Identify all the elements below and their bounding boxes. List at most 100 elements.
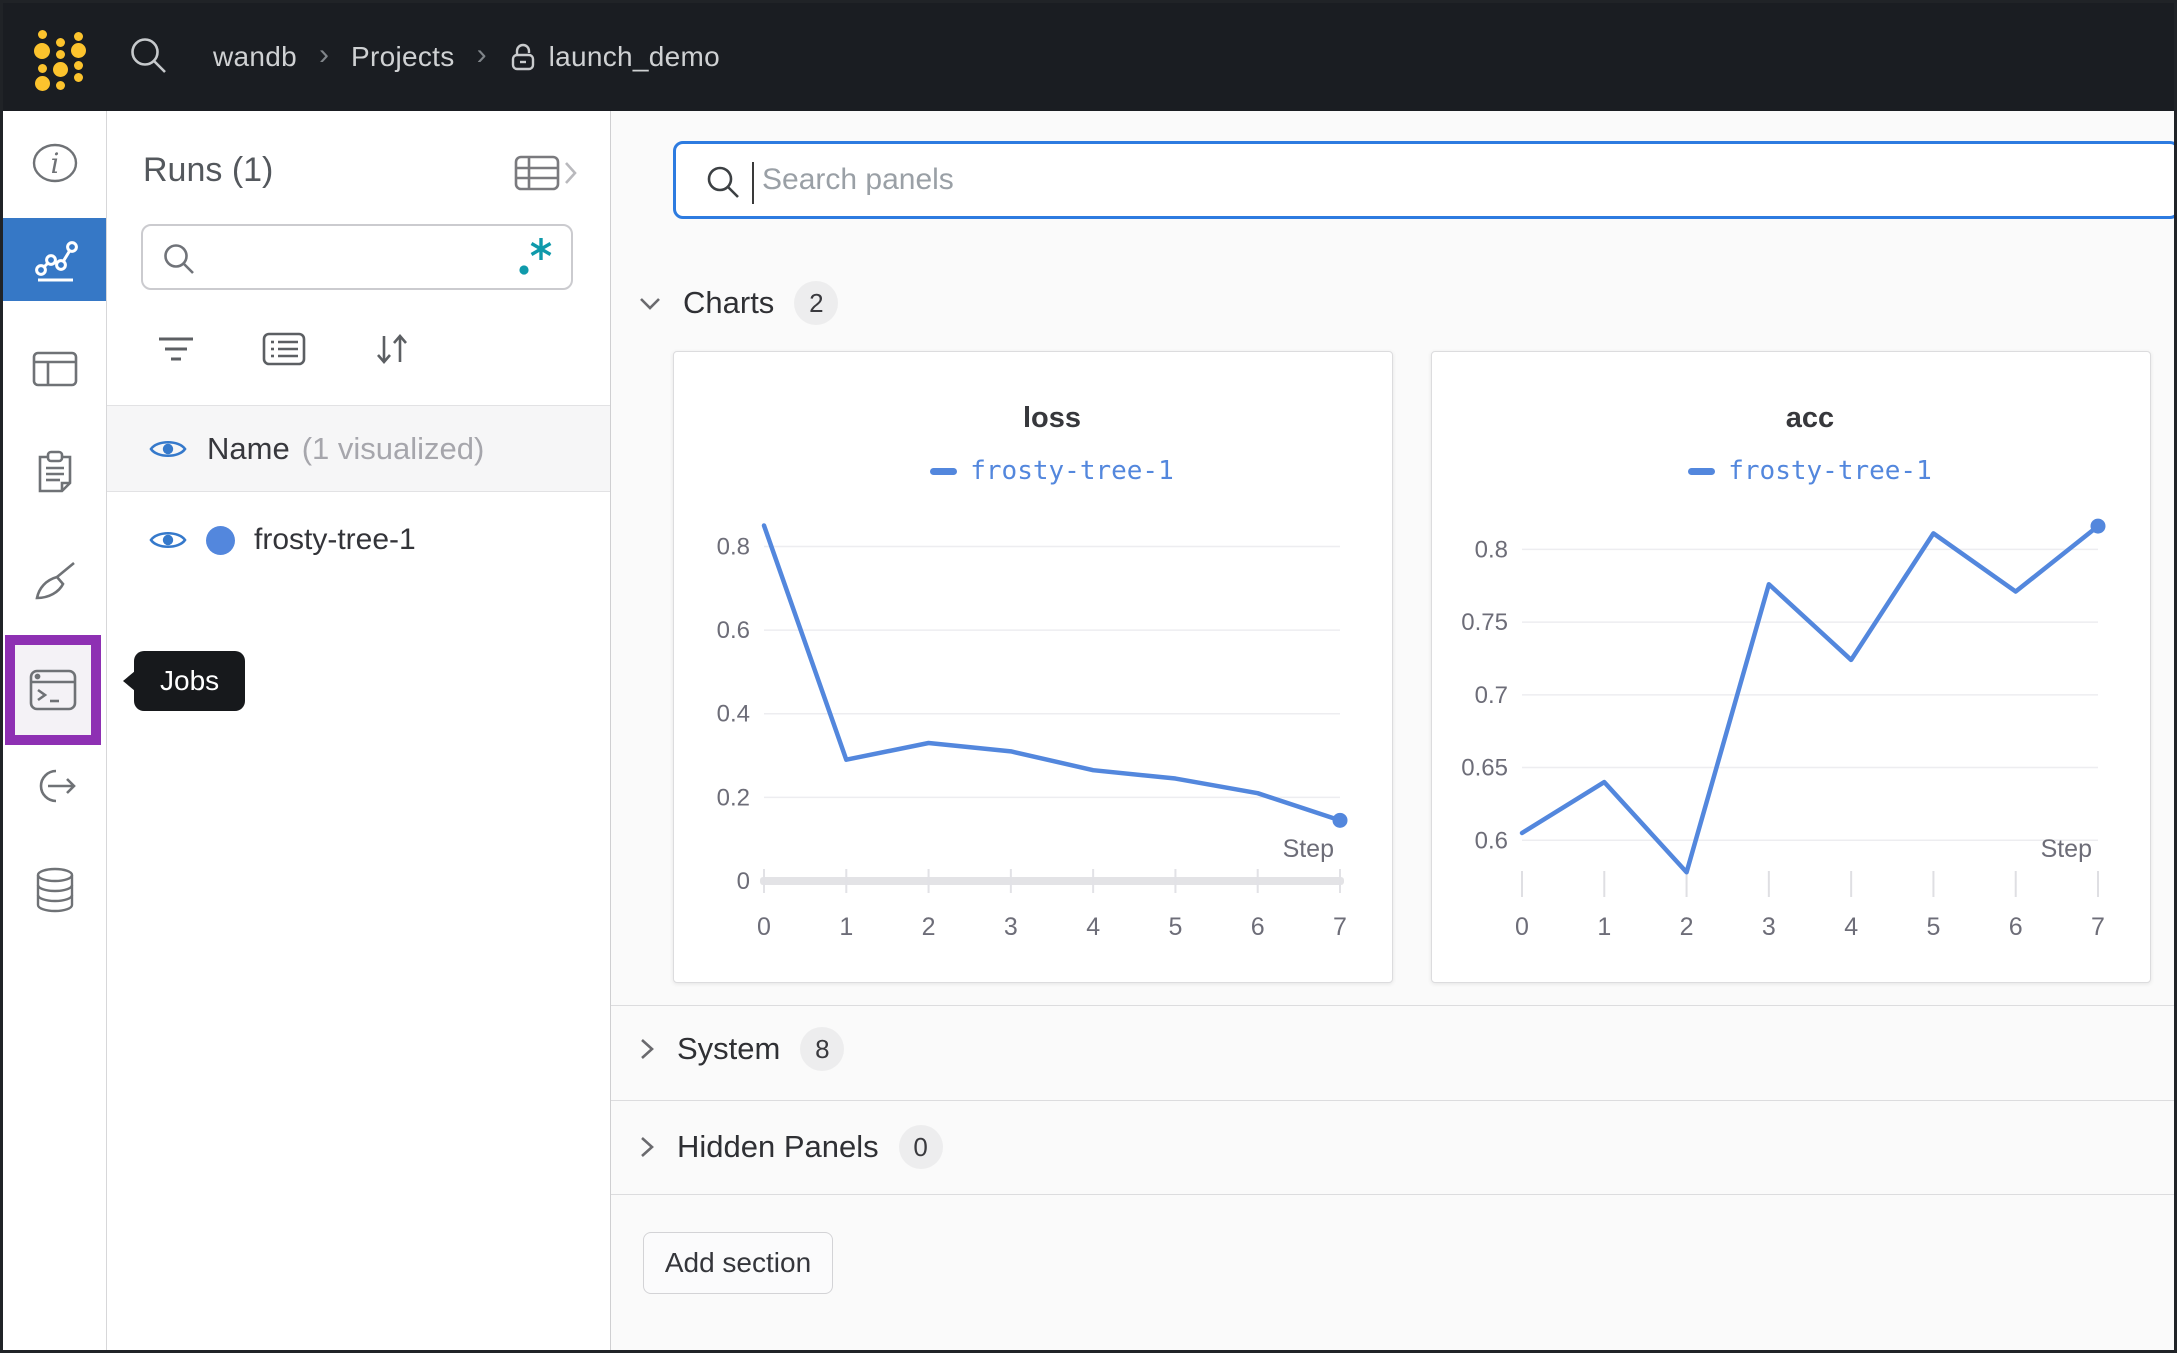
visualized-note: (1 visualized) [301,430,485,466]
runs-search-box [141,224,573,290]
legend-run-name: frosty-tree-1 [1728,456,1932,486]
svg-text:0.2: 0.2 [717,784,750,811]
chevron-down-icon[interactable] [637,294,663,312]
broom-icon [34,561,75,600]
sidebar-item-overview[interactable]: i [3,122,106,204]
add-section-button[interactable]: Add section [643,1232,833,1294]
section-label: Charts [683,285,775,320]
svg-text:0.4: 0.4 [717,701,750,728]
text-cursor [752,162,754,204]
section-header-charts[interactable]: Charts 2 [637,281,839,325]
regex-toggle-button[interactable] [513,234,557,282]
svg-text:0: 0 [1515,913,1529,941]
svg-text:Step: Step [2041,835,2092,863]
open-runs-table-button[interactable] [514,155,580,191]
search-icon [707,166,739,198]
sidebar-item-artifacts[interactable] [3,849,106,931]
breadcrumb-entity[interactable]: wandb [213,41,298,72]
divider [107,405,610,406]
chart-plot: 0 0.2 0.4 0.6 0.8 0 1 2 3 4 5 6 7 Step [717,523,1348,941]
chevron-right-icon[interactable] [637,1134,657,1160]
nav-rail: i [3,111,246,1350]
svg-text:Step: Step [1283,835,1334,863]
svg-text:3: 3 [1762,913,1776,941]
sidebar-item-tables[interactable] [3,328,106,410]
svg-text:1: 1 [1597,913,1611,941]
visualized-label: Name [207,430,290,466]
svg-text:0.6: 0.6 [717,617,750,644]
visualized-header-row: Name (1 visualized) [107,406,610,492]
section-header-hidden-panels[interactable]: Hidden Panels 0 [637,1125,943,1169]
svg-text:0: 0 [757,913,771,941]
terminal-icon [29,669,77,711]
run-color-dot [206,525,235,555]
svg-text:6: 6 [2009,913,2023,941]
section-count-badge: 2 [794,281,839,325]
eye-icon [149,531,187,549]
svg-text:0.8: 0.8 [1475,536,1508,563]
sidebar-item-reports[interactable] [3,432,106,514]
panel-search-input[interactable] [762,150,1663,210]
runs-toolbar [107,317,610,379]
info-icon: i [32,143,77,183]
svg-text:7: 7 [1333,913,1347,941]
run-name: frosty-tree-1 [254,523,416,556]
runs-search-input[interactable] [207,230,507,284]
database-icon [36,867,73,913]
filter-button[interactable] [140,323,212,375]
divider [611,1100,2174,1101]
filter-icon [159,337,193,361]
breadcrumb-separator-icon: › [476,38,487,71]
breadcrumb-project[interactable]: launch_demo [509,41,720,73]
svg-text:5: 5 [1926,913,1940,941]
chart-title: loss [1022,402,1082,434]
global-search-icon[interactable] [125,32,171,83]
svg-text:1: 1 [839,913,853,941]
topbar: wandb › Projects › launch_demo [3,3,2174,111]
sidebar-item-automations[interactable] [3,745,106,827]
runs-panel: Runs (1) [107,111,611,1350]
table-icon [32,351,77,387]
automation-icon [39,769,76,803]
svg-text:2: 2 [922,913,936,941]
sidebar-item-sweeps[interactable] [3,539,106,621]
run-row[interactable]: frosty-tree-1 [107,493,610,587]
svg-text:0.65: 0.65 [1461,755,1508,782]
svg-text:4: 4 [1086,913,1100,941]
svg-text:i: i [50,147,59,180]
line-chart-icon [34,240,78,281]
chevron-right-icon [565,162,577,184]
runs-table-icon [514,155,560,191]
chart-legend: frosty-tree-1 [764,456,1340,486]
wandb-logo-icon[interactable] [33,24,91,91]
sort-button[interactable] [356,323,428,375]
svg-text:5: 5 [1168,913,1182,941]
panel-search-box [673,141,2174,219]
charts-row: loss frosty-tree-1 0 0.2 0.4 0.6 0.8 0 1 2 3 4 5 6 7 St… [673,351,2151,983]
svg-text:3: 3 [1004,913,1018,941]
sidebar-item-charts[interactable] [3,218,106,301]
eye-icon [149,440,187,457]
chart-panel-acc[interactable]: acc frosty-tree-1 0.6 0.65 0.7 0.75 0.8 0 1 2 3 4 5 6… [1431,351,2151,983]
run-visibility-button[interactable] [149,527,187,553]
chart-panel-loss[interactable]: loss frosty-tree-1 0 0.2 0.4 0.6 0.8 0 1 2 3 4 5 6 7 St… [673,351,1393,983]
lock-icon [511,43,534,71]
chevron-right-icon[interactable] [637,1036,657,1062]
svg-text:0.6: 0.6 [1475,827,1508,854]
section-count-badge: 0 [898,1125,943,1169]
section-header-system[interactable]: System 8 [637,1027,845,1071]
svg-text:2: 2 [1680,913,1694,941]
divider [611,1005,2174,1006]
breadcrumb-projects[interactable]: Projects [351,41,455,72]
group-button[interactable] [248,323,320,375]
legend-run-name: frosty-tree-1 [970,456,1174,486]
toggle-all-visibility-button[interactable] [149,436,187,462]
svg-text:0.7: 0.7 [1475,682,1508,709]
runs-title: Runs (1) [143,151,274,189]
sidebar-item-jobs[interactable] [5,635,101,745]
sort-icon [377,334,407,364]
chart-plot: 0.6 0.65 0.7 0.75 0.8 0 1 2 3 4 5 6 7 Step [1461,518,2106,941]
search-icon [164,244,194,274]
workspace-main: Charts 2 loss frosty-tree-1 0 0.2 0.4 0.6 0.8 0… [611,111,2174,1350]
section-count-badge: 8 [800,1027,845,1071]
